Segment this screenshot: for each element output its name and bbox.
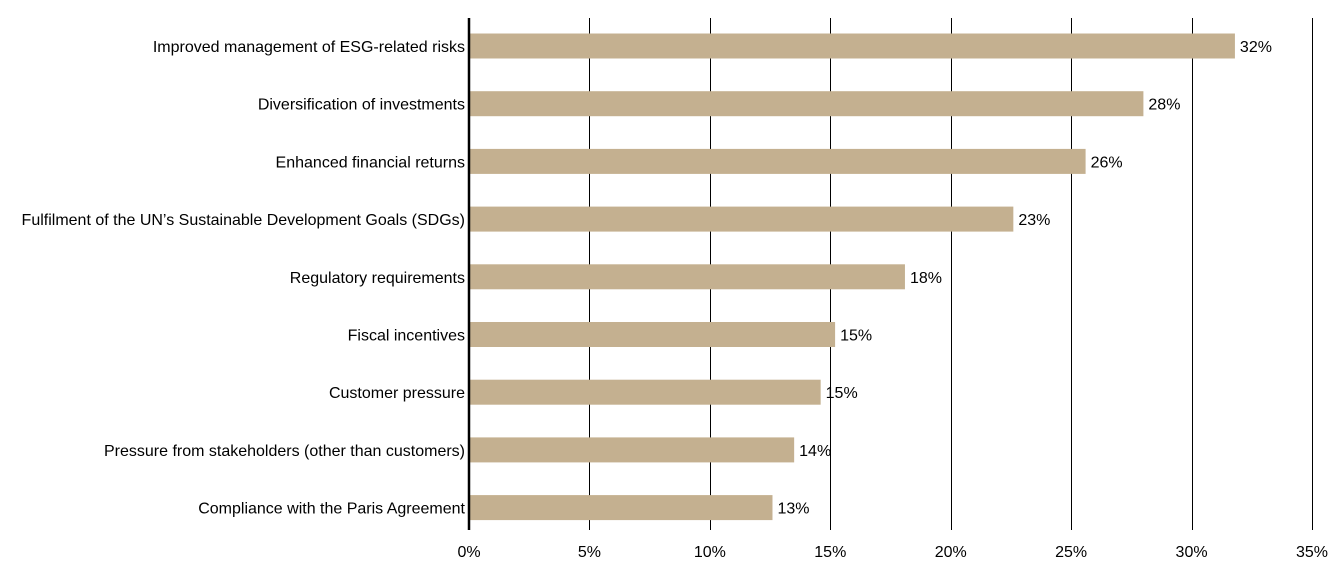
x-tick-label: 25% xyxy=(1055,544,1087,561)
category-label: Customer pressure xyxy=(329,385,465,402)
bars xyxy=(469,33,1235,521)
value-label: 15% xyxy=(840,328,872,345)
value-labels: 32% 28% 26% 23% 18% 15% 15% 14% 13% xyxy=(777,39,1271,518)
value-label: 18% xyxy=(910,270,942,287)
bar xyxy=(469,33,1235,59)
x-tick-label: 10% xyxy=(694,544,726,561)
category-label: Pressure from stakeholders (other than c… xyxy=(104,443,465,460)
value-label: 14% xyxy=(799,443,831,460)
bar xyxy=(469,148,1086,174)
x-tick-label: 30% xyxy=(1176,544,1208,561)
category-label: Improved management of ESG-related risks xyxy=(153,39,465,56)
value-label: 28% xyxy=(1148,97,1180,114)
bar xyxy=(469,322,836,347)
value-label: 26% xyxy=(1091,154,1123,171)
x-tick-label: 15% xyxy=(814,544,846,561)
category-label: Regulatory requirements xyxy=(290,270,465,287)
bar xyxy=(469,264,905,290)
category-label: Fulfilment of the UN’s Sustainable Devel… xyxy=(22,212,465,229)
value-label: 13% xyxy=(777,501,809,518)
x-tick-label: 35% xyxy=(1296,544,1328,561)
bar xyxy=(469,206,1014,232)
bar xyxy=(469,495,773,521)
x-tick-label: 0% xyxy=(457,544,480,561)
category-label: Fiscal incentives xyxy=(348,328,465,345)
x-tick-labels: 0% 5% 10% 15% 20% 25% 30% 35% xyxy=(457,544,1328,561)
bar xyxy=(469,437,795,463)
x-tick-label: 20% xyxy=(935,544,967,561)
category-label: Compliance with the Paris Agreement xyxy=(198,501,465,518)
category-label: Diversification of investments xyxy=(258,97,465,114)
bar xyxy=(469,379,821,405)
x-tick-label: 5% xyxy=(578,544,601,561)
category-label: Enhanced financial returns xyxy=(276,154,465,171)
category-labels: Improved management of ESG-related risks… xyxy=(22,39,466,518)
bar xyxy=(469,91,1144,117)
value-label: 23% xyxy=(1018,212,1050,229)
value-label: 32% xyxy=(1240,39,1272,56)
value-label: 15% xyxy=(826,385,858,402)
